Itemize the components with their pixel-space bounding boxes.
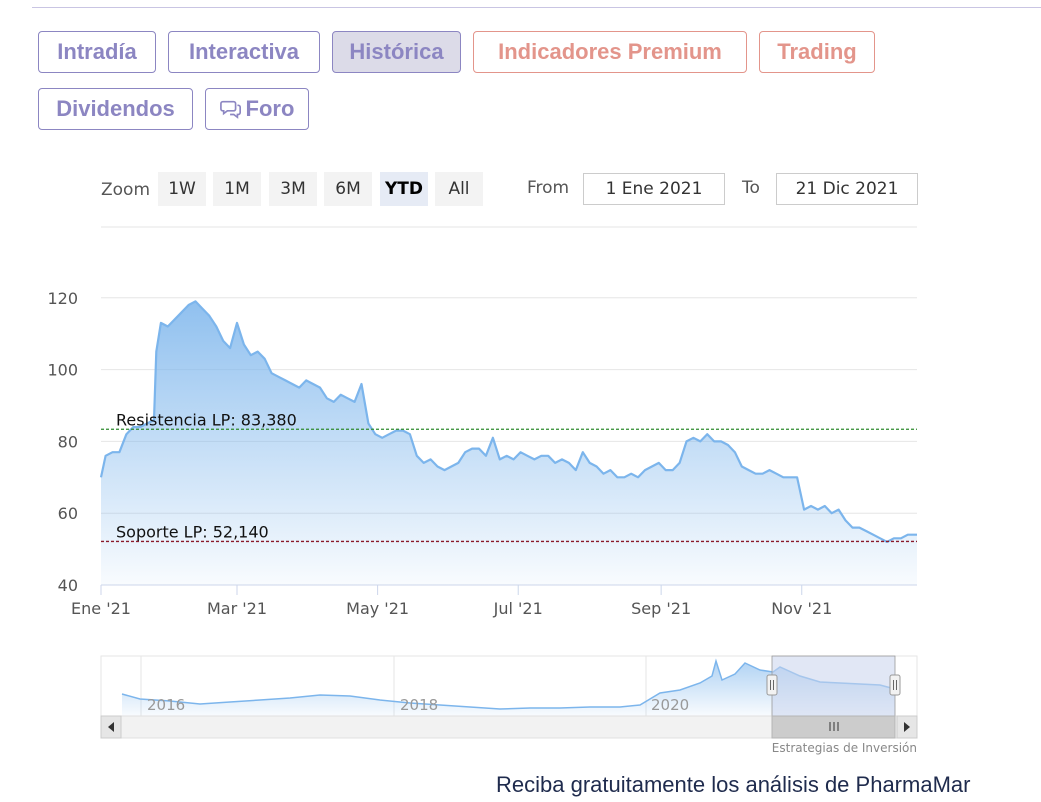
tab-trading[interactable]: Trading <box>759 31 875 73</box>
x-tick-label: Ene '21 <box>71 599 131 618</box>
navigator-area <box>122 661 895 716</box>
zoom-button-6m[interactable]: 6M <box>324 172 372 206</box>
y-tick-label: 80 <box>58 432 78 451</box>
navigator-year-label: 2020 <box>651 696 689 714</box>
tab-historica-label: Histórica <box>349 39 444 64</box>
tab-dividendos[interactable]: Dividendos <box>38 88 193 130</box>
y-tick-label: 100 <box>47 361 78 380</box>
price-area-fill <box>101 301 917 585</box>
price-line <box>99 300 917 543</box>
to-label: To <box>742 178 760 198</box>
zoom-button-all[interactable]: All <box>435 172 483 206</box>
tab-foro-label: Foro <box>245 96 295 121</box>
tab-historica[interactable]: Histórica <box>332 31 461 73</box>
to-date-input[interactable]: 21 Dic 2021 <box>776 173 918 205</box>
y-tick-label: 40 <box>58 576 78 595</box>
from-date-input[interactable]: 1 Ene 2021 <box>583 173 725 205</box>
y-tick-label: 60 <box>58 504 78 523</box>
chart-credit: Estrategias de Inversión <box>772 741 917 755</box>
tab-indicadores-premium-label: Indicadores Premium <box>498 39 722 64</box>
tab-trading-label: Trading <box>777 39 857 64</box>
arrow-left-icon <box>108 722 114 732</box>
top-divider <box>32 7 1041 8</box>
tab-interactiva-label: Interactiva <box>188 39 300 64</box>
x-tick-label: Nov '21 <box>771 599 832 618</box>
navigator-year-label: 2018 <box>400 696 438 714</box>
navigator-selection <box>771 655 896 717</box>
tab-interactiva[interactable]: Interactiva <box>168 31 320 73</box>
x-tick-label: Jul '21 <box>493 599 543 618</box>
chat-bubbles-icon <box>219 100 241 119</box>
resistance-label: Resistencia LP: 83,380 <box>116 410 297 429</box>
tab-intradia-label: Intradía <box>57 39 137 64</box>
zoom-button-1w[interactable]: 1W <box>158 172 206 206</box>
tab-indicadores-premium[interactable]: Indicadores Premium <box>473 31 747 73</box>
x-tick-label: Sep '21 <box>631 599 691 618</box>
navigator-year-label: 2016 <box>147 696 185 714</box>
from-label: From <box>527 178 570 198</box>
footer-cta-text: Reciba gratuitamente los análisis de Pha… <box>496 772 971 797</box>
navigator-left-handle[interactable] <box>766 674 778 696</box>
zoom-button-1m[interactable]: 1M <box>213 172 261 206</box>
support-label: Soporte LP: 52,140 <box>116 522 269 541</box>
y-tick-label: 120 <box>47 289 78 308</box>
zoom-label: Zoom <box>101 180 151 200</box>
navigator-right-handle[interactable] <box>889 674 901 696</box>
x-tick-label: Mar '21 <box>207 599 267 618</box>
zoom-button-ytd[interactable]: YTD <box>380 172 428 206</box>
zoom-button-3m[interactable]: 3M <box>269 172 317 206</box>
tab-intradia[interactable]: Intradía <box>38 31 156 73</box>
tab-foro[interactable]: Foro <box>205 88 309 130</box>
x-tick-label: May '21 <box>346 599 409 618</box>
tab-dividendos-label: Dividendos <box>56 96 175 121</box>
arrow-right-icon <box>904 722 910 732</box>
